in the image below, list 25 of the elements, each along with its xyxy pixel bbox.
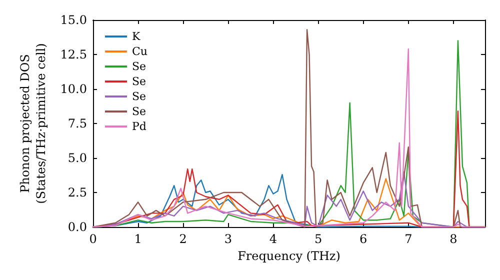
x-tick-label: 6 [360,232,368,246]
x-tick-label: 0 [89,232,97,246]
legend-label: Pd [132,120,146,133]
x-tick-label: 1 [134,232,142,246]
y-tick-label: 5.0 [68,151,87,165]
y-tick-label: 12.5 [60,48,87,62]
x-tick-label: 3 [224,232,232,246]
x-axis-title: Frequency (THz) [238,248,340,263]
legend-label: Se [132,75,146,88]
y-tick-label: 15.0 [60,13,87,27]
legend-label: Se [132,60,146,73]
x-tick-label: 2 [179,232,187,246]
legend-label: Se [132,105,146,118]
x-tick-label: 5 [314,232,322,246]
x-tick-label: 7 [404,232,412,246]
legend-label: Se [132,90,146,103]
x-tick-label: 4 [269,232,278,246]
y-tick-label: 0.0 [68,220,87,234]
y-tick-label: 10.0 [60,82,87,96]
legend-label: Cu [132,45,148,58]
y-tick-label: 7.5 [68,116,87,130]
x-tick-label: 8 [450,232,458,246]
y-axis-title: Phonon projected DOS (States/THz·primitive cell) [18,43,48,204]
legend-label: K [132,30,141,43]
y-tick-label: 2.5 [68,186,87,200]
